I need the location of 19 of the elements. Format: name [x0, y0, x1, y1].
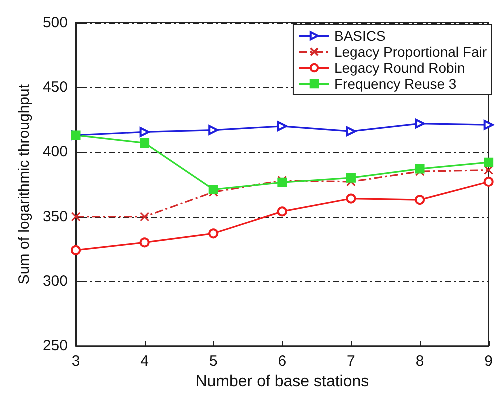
- x-tick-label: 5: [209, 353, 218, 370]
- x-tick-label: 6: [278, 353, 287, 370]
- legend-label: Legacy Proportional Fair: [334, 44, 488, 60]
- y-tick-label: 300: [42, 272, 68, 290]
- y-axis-title: Sum of logarithmic throughput: [16, 84, 34, 285]
- x-tick-label: 7: [347, 353, 356, 370]
- y-tick-label: 500: [42, 14, 68, 32]
- x-tick-label: 9: [484, 353, 493, 370]
- y-tick-label: 450: [42, 79, 68, 96]
- y-tick-label: 350: [42, 208, 68, 226]
- legend-label: BASICS: [334, 28, 386, 44]
- x-axis-title: Number of base stations: [196, 374, 370, 390]
- legend-label: Legacy Round Robin: [334, 60, 466, 76]
- y-tick-label: 400: [42, 144, 68, 161]
- legend-label: Frequency Reuse 3: [334, 76, 457, 92]
- x-tick-label: 3: [72, 353, 80, 370]
- x-tick-label: 4: [140, 353, 149, 370]
- y-tick-label: 250: [42, 338, 68, 355]
- x-tick-label: 8: [416, 353, 424, 370]
